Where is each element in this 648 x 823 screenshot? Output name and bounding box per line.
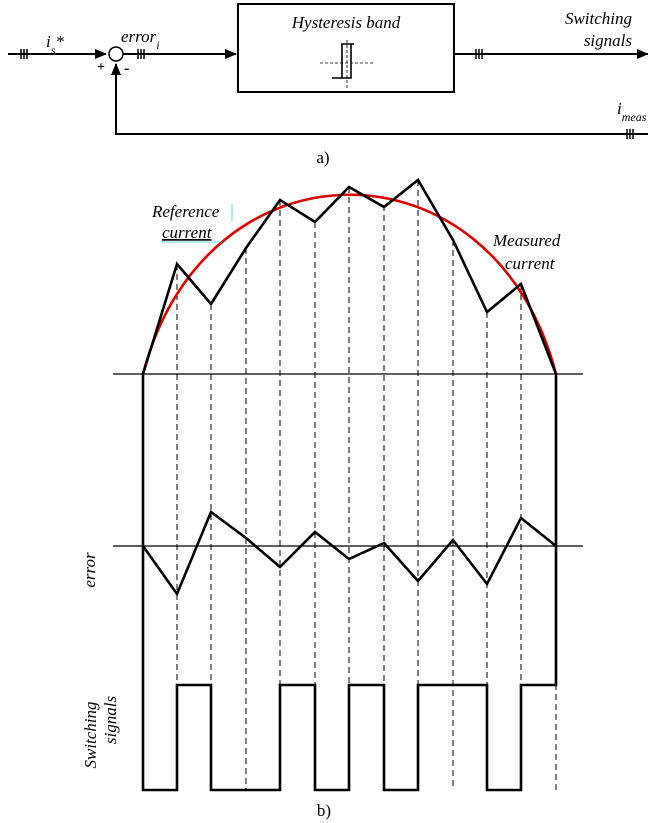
output-label-line1: Switching <box>565 9 632 28</box>
switching-signal-curve <box>141 374 558 792</box>
output-bus-ticks <box>475 49 483 59</box>
switching-axis-label-line1: Switching <box>81 701 100 768</box>
feedback-label: imeas <box>617 99 647 124</box>
switching-axis-label-line2: signals <box>101 696 120 745</box>
reference-current-label-line1: Reference <box>151 202 220 221</box>
error-curve <box>141 509 557 597</box>
error-axis-label: error <box>80 552 99 588</box>
feedback-bus-ticks <box>626 129 634 139</box>
hysteresis-icon <box>320 40 374 90</box>
measured-current-label-line1: Measured <box>492 231 561 250</box>
measured-current-curve <box>141 178 558 375</box>
switching-instant-guides <box>176 180 557 790</box>
waveform-diagram: Reference current Measured current error… <box>80 178 583 820</box>
plus-sign: + <box>97 60 105 75</box>
minus-sign: - <box>124 60 129 77</box>
error-label: errori <box>121 27 160 52</box>
error-bus-ticks <box>137 49 145 59</box>
measured-current-label-line2: current <box>505 254 556 273</box>
feedback-line <box>111 63 648 135</box>
caption-a: a) <box>316 148 329 167</box>
summing-junction <box>108 46 124 62</box>
input-label: is* <box>46 32 64 57</box>
hysteresis-block-label: Hysteresis band <box>291 13 401 32</box>
output-label-line2: signals <box>584 31 633 50</box>
input-bus-ticks <box>20 49 28 59</box>
block-diagram: is* + - errori Hysteresis band Switching… <box>8 3 648 167</box>
caption-b: b) <box>317 801 331 820</box>
reference-current-label-line2: current <box>162 223 213 242</box>
